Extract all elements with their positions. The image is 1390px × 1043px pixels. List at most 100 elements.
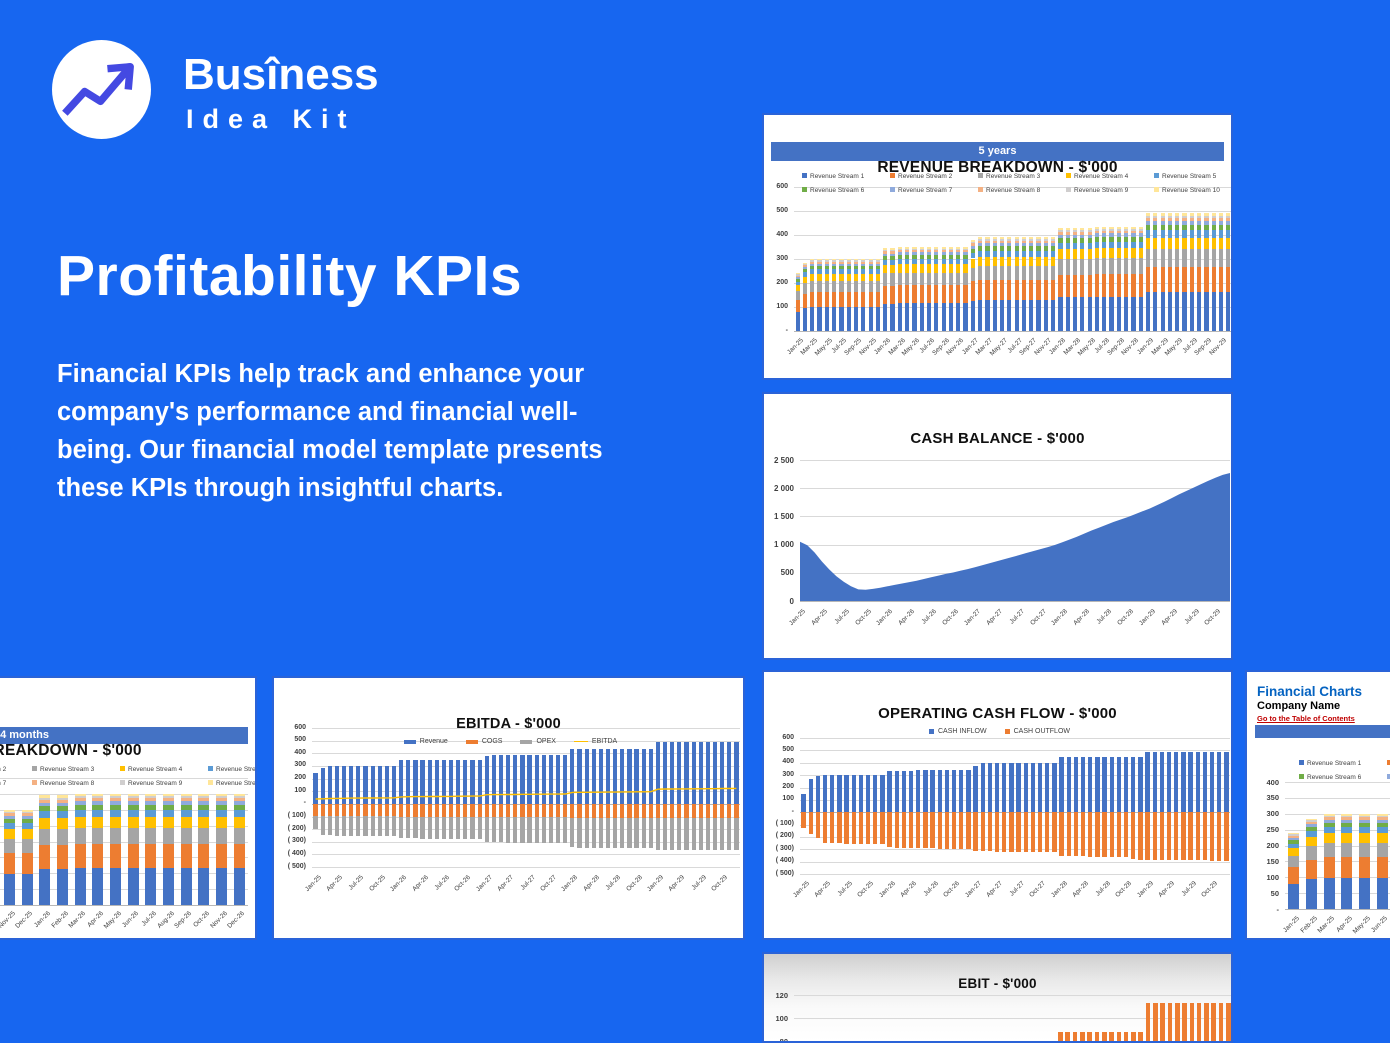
bar-segment	[992, 279, 997, 301]
cogs-bar	[691, 803, 696, 818]
cash-inflow-bar	[1188, 751, 1193, 813]
cash-inflow-bar	[1145, 751, 1150, 813]
bar-segment	[1043, 250, 1048, 257]
bar-segment	[1218, 221, 1224, 225]
bar-segment	[875, 273, 881, 281]
ebit-bar	[1226, 1003, 1231, 1041]
revenue-bar	[541, 754, 546, 804]
bar-segment	[1094, 228, 1100, 231]
bar-segment	[1094, 274, 1100, 297]
bar-segment	[795, 299, 800, 312]
bar-segment	[934, 264, 939, 273]
table-of-contents-link[interactable]: Go to the Table of Contents	[1257, 714, 1355, 723]
bar-segment	[1087, 274, 1092, 297]
bar-segment	[145, 844, 157, 869]
revenue-bar	[506, 754, 511, 804]
bar-segment	[1323, 815, 1335, 818]
bar-segment	[4, 838, 15, 854]
panel-financial-charts: Financial Charts Company Name Go to the …	[1245, 670, 1390, 940]
y-axis-label: ( 200)	[775, 832, 794, 840]
legend-swatch	[802, 187, 807, 192]
y-axis-label: 300	[776, 254, 788, 262]
bar-segment	[39, 811, 51, 818]
bar-segment	[1029, 265, 1034, 280]
bar-segment	[1109, 241, 1114, 248]
bar-segment	[1087, 234, 1092, 238]
opex-bar	[420, 816, 425, 839]
bar-segment	[1175, 266, 1180, 293]
cogs-bar	[727, 803, 732, 818]
bar-segment	[1014, 250, 1019, 257]
bar-segment	[919, 259, 924, 265]
bar-segment	[163, 827, 174, 845]
bar-segment	[1204, 217, 1209, 222]
bar-segment	[853, 265, 859, 270]
bar-segment	[956, 252, 961, 256]
bar-segment	[905, 247, 910, 249]
opex-bar	[613, 817, 618, 848]
legend-label: Revenue Stream 1	[1307, 760, 1362, 767]
bar-segment	[1021, 246, 1027, 251]
bar-segment	[1204, 215, 1209, 218]
cogs-bar	[648, 803, 653, 818]
financial-charts-24m-chart: 400 350 300 250 200 150 100 50 - Revenue Stream 1…	[1247, 672, 1390, 938]
opex-bar	[684, 817, 689, 850]
bar-segment	[216, 804, 227, 810]
bar-segment	[1211, 237, 1216, 250]
bar-segment	[905, 285, 910, 304]
bar-segment	[956, 264, 961, 273]
ebit-bar	[1058, 1031, 1063, 1041]
bar-segment	[1160, 249, 1165, 267]
y-axis-label: 2 000	[773, 483, 794, 493]
bar-segment	[39, 802, 51, 807]
bar-segment	[1359, 822, 1370, 828]
bar-segment	[1197, 221, 1202, 225]
bar-segment	[1021, 279, 1027, 301]
bar-segment	[868, 260, 873, 262]
bar-segment	[1007, 246, 1012, 251]
bar-segment	[890, 256, 895, 261]
bar-segment	[21, 811, 33, 814]
bar-segment	[216, 798, 227, 802]
bar-segment	[1007, 237, 1012, 240]
bar-segment	[1138, 248, 1143, 259]
ebit-bar	[1087, 1031, 1092, 1041]
revenue-bar	[470, 759, 475, 804]
bar-segment	[57, 802, 68, 807]
bar-segment	[198, 809, 210, 817]
gridline	[794, 1018, 1231, 1019]
bar-segment	[802, 283, 808, 294]
legend-item: Revenue Stream 10	[1154, 187, 1220, 194]
gridline	[312, 728, 740, 729]
bar-segment	[985, 243, 990, 247]
bar-segment	[802, 265, 808, 268]
bar-segment	[875, 261, 881, 264]
opex-bar	[541, 817, 546, 843]
bar-segment	[1131, 233, 1136, 237]
bar-segment	[795, 273, 800, 275]
bar-segment	[233, 816, 245, 828]
bar-segment	[1323, 857, 1335, 878]
bar-segment	[1065, 296, 1070, 331]
bar-segment	[934, 303, 939, 331]
bar-segment	[883, 248, 888, 250]
revenue-bar	[677, 741, 682, 804]
bar-segment	[163, 809, 174, 817]
bar-segment	[795, 290, 800, 300]
cash-outflow-bar	[880, 812, 885, 845]
cogs-bar	[399, 803, 404, 817]
revenue-bar	[413, 759, 418, 804]
bar-segment	[1175, 213, 1180, 216]
revenue-bar	[641, 748, 646, 804]
bar-segment	[1138, 296, 1143, 331]
cogs-bar	[456, 803, 461, 817]
bar-segment	[1138, 230, 1143, 234]
bar-segment	[180, 793, 192, 796]
bar-segment	[1306, 827, 1317, 832]
bar-segment	[853, 273, 859, 281]
cash-outflow-bar	[908, 812, 914, 849]
legend-label: EBITDA	[591, 738, 618, 745]
cash-outflow-bar	[1066, 812, 1071, 857]
cash-outflow-bar	[1002, 812, 1007, 852]
cogs-bar	[591, 803, 596, 818]
